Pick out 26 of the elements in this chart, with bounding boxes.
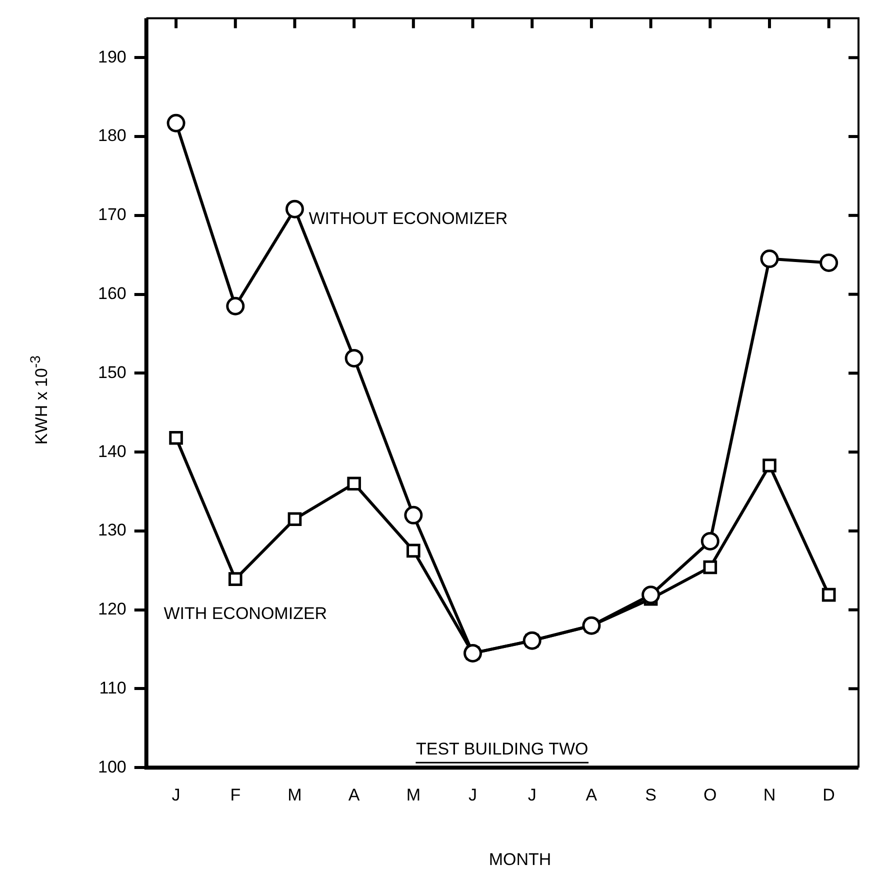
- y-tick-label: 140: [98, 442, 126, 461]
- series-label: WITHOUT ECONOMIZER: [308, 208, 508, 228]
- x-tick-label: J: [468, 785, 478, 804]
- x-tick-label: F: [230, 785, 241, 804]
- x-tick-label: M: [288, 785, 302, 804]
- x-tick-label: O: [704, 785, 717, 804]
- x-tick-label: J: [172, 785, 180, 804]
- x-tick-label: A: [348, 785, 360, 804]
- series-label: WITH ECONOMIZER: [164, 604, 328, 623]
- x-tick-label: A: [586, 785, 598, 804]
- x-tick-label: D: [822, 785, 835, 804]
- text: TEST BUILDING TWO: [416, 739, 588, 758]
- x-tick-label: N: [763, 785, 776, 804]
- y-tick-label: 160: [98, 284, 126, 303]
- x-tick-label: J: [528, 785, 536, 804]
- y-tick-label: 120: [98, 600, 126, 619]
- x-tick-label: M: [406, 785, 420, 804]
- x-tick-label: S: [645, 785, 656, 804]
- y-tick-label: 130: [98, 520, 126, 540]
- y-tick-label: 110: [99, 678, 126, 698]
- y-tick-label: 190: [98, 47, 126, 66]
- y-tick-label: 150: [98, 362, 126, 382]
- x-axis-title: MONTH: [488, 850, 552, 870]
- y-tick-label: 180: [98, 126, 126, 146]
- y-tick-label: 170: [98, 205, 126, 224]
- y-tick-label: 100: [98, 757, 126, 776]
